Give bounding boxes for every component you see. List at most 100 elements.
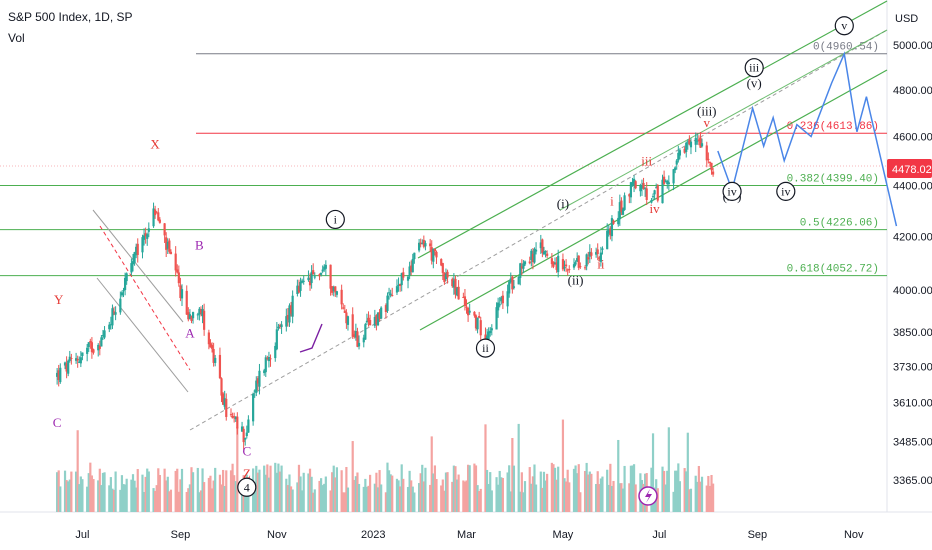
candle-body <box>662 176 666 184</box>
volume-bar <box>357 483 361 512</box>
volume-bar <box>387 470 391 512</box>
volume-bar <box>509 491 512 512</box>
volume-bar <box>101 472 105 512</box>
candle-body <box>365 320 369 323</box>
candle-body <box>530 250 533 261</box>
candle-body <box>422 239 425 247</box>
volume-bar <box>263 465 266 512</box>
volume-bar <box>147 471 150 512</box>
volume-bar <box>351 441 354 512</box>
candle-body <box>252 393 255 422</box>
candle-body <box>267 357 271 362</box>
candle-body <box>277 326 280 329</box>
candle-body <box>163 223 166 236</box>
candle-body <box>269 358 272 360</box>
volume-bar <box>601 476 604 512</box>
candle-body <box>375 315 378 325</box>
time-axis[interactable]: JulSepNov2023MarMayJulSepNov202 <box>75 529 932 541</box>
volume-bar <box>112 489 116 512</box>
volume-bar <box>221 469 225 512</box>
candle-body <box>666 180 669 184</box>
volume-bar <box>588 471 591 512</box>
volume-bar <box>685 471 688 512</box>
candle-body <box>367 317 370 322</box>
volume-bar <box>199 490 203 512</box>
candle-body <box>108 324 111 330</box>
volume-bar <box>463 481 467 512</box>
candle-body <box>474 315 478 329</box>
candle-body <box>285 316 288 327</box>
volume-bar <box>430 436 433 512</box>
candle-body <box>395 286 399 293</box>
candle-body <box>274 345 277 359</box>
candle-body <box>631 182 634 184</box>
fib-level-label: 0.382(4399.40) <box>787 174 879 186</box>
wave-label-circle <box>237 477 257 497</box>
candle-body <box>699 137 702 148</box>
volume-bar <box>67 481 70 512</box>
candle-body <box>220 378 223 396</box>
wave-label: iii <box>641 154 652 169</box>
volume-bar <box>511 437 514 512</box>
volume-bar <box>555 479 558 512</box>
volume-bar <box>708 485 712 512</box>
candle-body <box>642 182 645 189</box>
volume-bar <box>697 465 700 512</box>
candle-body <box>334 286 337 293</box>
currency-label[interactable]: USD <box>895 13 918 25</box>
candle-body <box>711 171 715 175</box>
lightning-bolt <box>645 489 652 503</box>
volume-bar <box>340 470 343 512</box>
candle-body <box>174 253 177 271</box>
volume-bar <box>267 477 271 512</box>
wave-labels: XBAYCCZ4iii(i)(ii)iiiiiiivv(iii)(iv)(v)i… <box>53 16 854 497</box>
lightning-icon[interactable] <box>638 486 658 506</box>
candle-body <box>552 261 555 267</box>
volume-bar <box>500 477 503 512</box>
candle-body <box>233 416 236 418</box>
candle-body <box>413 252 416 260</box>
wave-label: A <box>185 326 195 341</box>
volume-bar <box>498 470 501 512</box>
wave-label: ii <box>597 256 605 271</box>
volume-bar <box>236 427 239 512</box>
price-tick-label: 3730.00 <box>893 362 932 374</box>
candle-body <box>111 308 114 326</box>
time-tick-label: Jul <box>75 529 89 541</box>
volume-bar <box>323 483 326 512</box>
candle-body <box>476 317 479 330</box>
candle-body <box>534 249 538 252</box>
candle-body <box>689 141 693 148</box>
volume-bar <box>664 484 667 512</box>
volume-bar <box>378 470 381 512</box>
volume-bar <box>169 489 173 512</box>
volume-bar <box>539 471 542 512</box>
volume-bar <box>373 483 376 512</box>
wave-label: iv <box>650 201 661 216</box>
volume-bar <box>152 488 155 512</box>
volume-bar <box>688 489 691 512</box>
candle-body <box>455 288 459 296</box>
last-price-tag: 4478.02 <box>887 159 932 178</box>
candle-body <box>146 234 149 239</box>
price-axis[interactable]: 5000.00 4800.00 4600.00 4400.00 4200.00 4000.… <box>893 40 932 487</box>
candle-body <box>90 342 94 353</box>
volume-bar <box>78 484 81 512</box>
volume-bar <box>476 485 479 512</box>
price-tick-label: 5000.00 <box>893 40 932 52</box>
volume-bar <box>577 464 580 512</box>
volume-bar <box>585 462 588 512</box>
volume-bar <box>334 477 337 512</box>
volume-bar <box>114 471 117 512</box>
volume-bar <box>607 484 610 512</box>
volume-bar <box>520 472 523 512</box>
volume-bar <box>131 474 135 512</box>
volume-bar <box>187 488 190 512</box>
candle-body <box>258 370 261 387</box>
time-tick-label: Mar <box>457 529 476 541</box>
candle-body <box>617 217 620 225</box>
volume-bar <box>332 465 335 512</box>
candle-body <box>446 271 449 278</box>
wave-label: (i) <box>557 196 569 211</box>
